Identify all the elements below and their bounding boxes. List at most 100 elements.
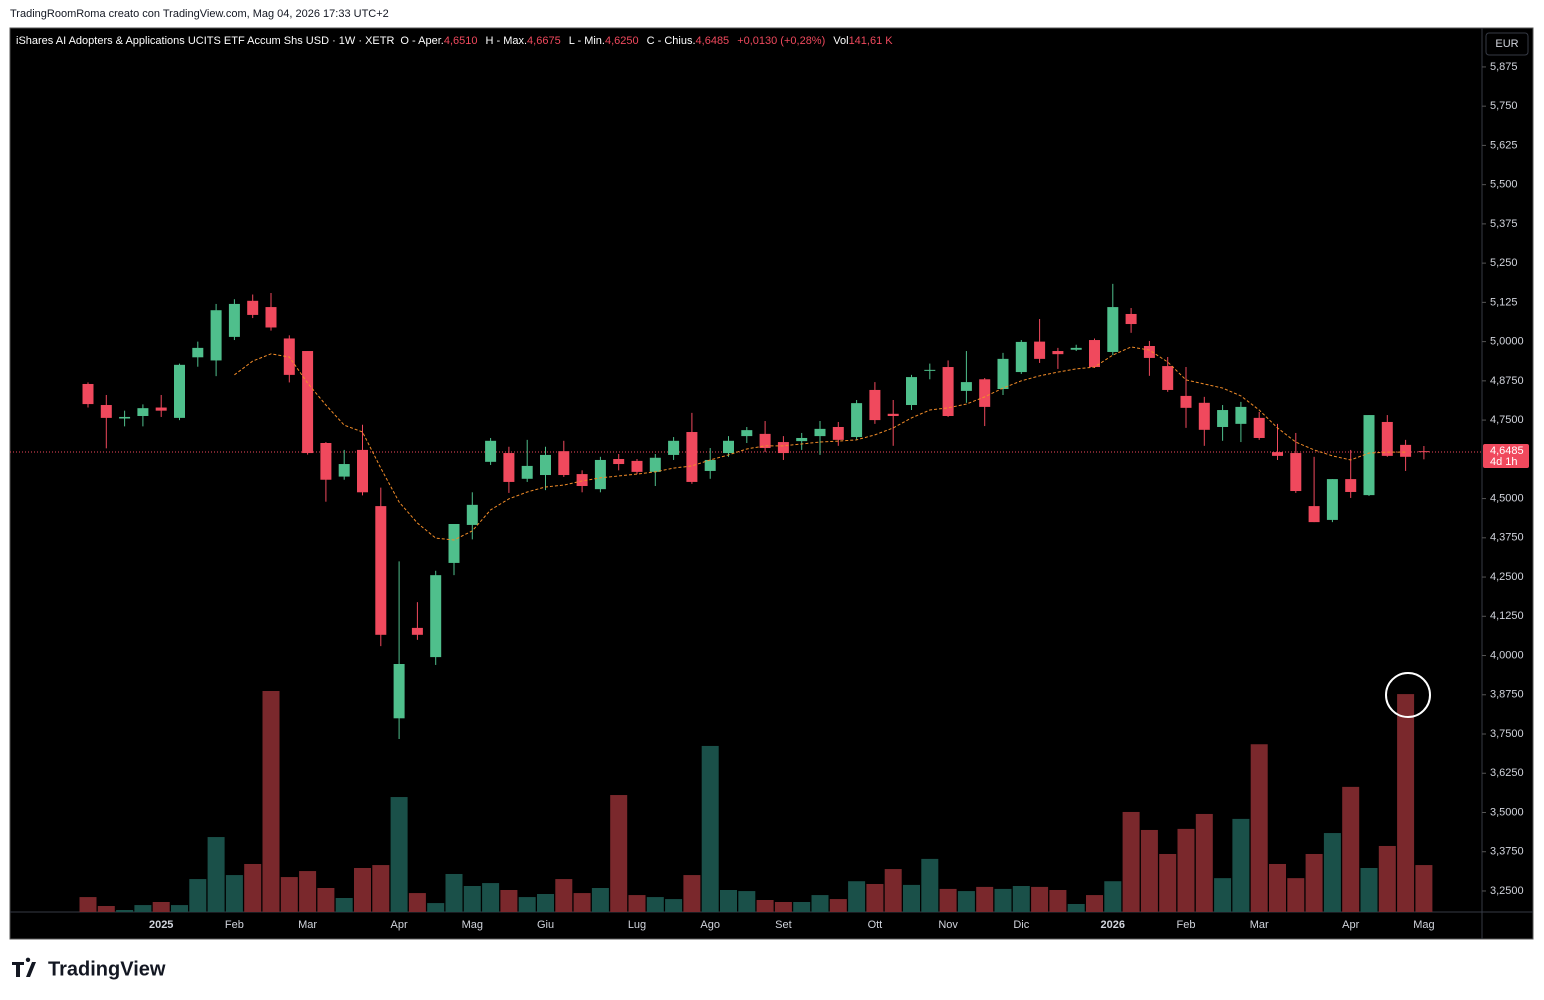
- volume-bar: [116, 909, 134, 912]
- candle-body: [1070, 347, 1082, 350]
- volume-bar: [189, 879, 207, 912]
- candle-body: [302, 351, 314, 454]
- volume-bar: [244, 863, 262, 912]
- candle-body: [594, 459, 606, 490]
- x-tick-label: Nov: [938, 919, 958, 931]
- x-tick-label: 2026: [1101, 919, 1125, 931]
- volume-bar: [1177, 828, 1195, 912]
- y-tick-label: 3,5000: [1490, 806, 1524, 818]
- candle-body: [723, 440, 734, 454]
- x-tick-label: Mar: [1250, 919, 1269, 931]
- volume-bar: [79, 897, 97, 912]
- volume-bar: [628, 895, 646, 912]
- y-tick-label: 5,250: [1490, 257, 1518, 269]
- y-tick-label: 5,875: [1490, 61, 1518, 73]
- volume-bar: [1086, 895, 1103, 912]
- candle-body: [997, 358, 1009, 390]
- volume-bar: [1397, 694, 1415, 912]
- candle-body: [1272, 452, 1283, 456]
- candle-body: [576, 474, 588, 487]
- volume-bar: [976, 886, 994, 912]
- chart-frame: [9, 27, 1534, 940]
- currency-box[interactable]: [1485, 32, 1529, 56]
- countdown: 4d 1h: [1490, 456, 1518, 468]
- volume-bar: [171, 905, 188, 912]
- candle-body: [1381, 421, 1393, 456]
- candle-body: [540, 454, 551, 476]
- volume-bar: [427, 903, 445, 912]
- y-tick-label: 4,8750: [1490, 375, 1524, 387]
- x-tick-label: Apr: [1342, 919, 1359, 931]
- highlight-circle: [1385, 672, 1431, 718]
- volume-bar: [482, 883, 500, 912]
- volume-bar: [591, 887, 609, 912]
- x-tick-label: Feb: [1177, 919, 1196, 931]
- high-value: 4,6675: [527, 35, 561, 47]
- volume-bar: [518, 897, 536, 912]
- volume-bar: [1415, 865, 1433, 912]
- candle-body: [631, 460, 643, 472]
- volume-bar: [939, 888, 957, 912]
- x-tick-label: Giu: [537, 919, 554, 931]
- candle-body: [1345, 479, 1357, 492]
- close-label: C - Chius.: [647, 35, 696, 47]
- volume-bar: [1305, 853, 1323, 912]
- x-tick-label: Lug: [628, 919, 646, 931]
- open-value: 4,6510: [444, 35, 478, 47]
- volume-bar: [1323, 833, 1341, 912]
- volume-bar: [1159, 853, 1177, 912]
- candle-body: [338, 464, 350, 477]
- y-tick-label: 3,7500: [1490, 728, 1524, 740]
- y-tick-label: 4,1250: [1490, 610, 1524, 622]
- candle-body: [192, 347, 204, 358]
- volume-bar: [573, 893, 591, 912]
- candle-body: [796, 437, 808, 442]
- y-tick-label: 4,3750: [1490, 532, 1524, 544]
- volume-bar: [500, 889, 518, 912]
- candle-body: [558, 451, 570, 476]
- candle-body: [1326, 479, 1338, 520]
- y-tick-label: 4,0000: [1490, 649, 1524, 661]
- close-value: 4,6485: [696, 35, 730, 47]
- y-tick-label: 4,7500: [1490, 414, 1524, 426]
- candle-body: [1107, 307, 1119, 352]
- y-tick-label: 3,2500: [1490, 885, 1524, 897]
- candle-body: [832, 426, 844, 440]
- candle-body: [1308, 506, 1320, 523]
- volume-bar: [134, 905, 152, 912]
- volume-bar: [1232, 818, 1250, 912]
- y-tick-label: 5,750: [1490, 100, 1518, 112]
- currency: EUR: [1495, 38, 1518, 50]
- volume-bar: [903, 884, 920, 912]
- candle-body: [155, 407, 167, 411]
- volume-bar: [1378, 845, 1396, 912]
- candle-body: [393, 664, 405, 719]
- y-tick-label: 3,3750: [1490, 846, 1524, 858]
- candle-body: [411, 627, 423, 635]
- volume-bar: [774, 901, 792, 912]
- candle-body: [1089, 340, 1100, 368]
- volume-bar: [207, 837, 225, 912]
- volume-bar: [1012, 885, 1030, 912]
- volume-bar: [793, 901, 811, 912]
- low-label: L - Min.: [569, 35, 605, 47]
- x-tick-label: Dic: [1013, 919, 1029, 931]
- candle-body: [1125, 313, 1137, 325]
- x-tick-label: Ott: [868, 919, 883, 931]
- candle-body: [1253, 417, 1265, 438]
- candle-body: [1180, 395, 1192, 408]
- candle-body: [942, 367, 954, 417]
- high-label: H - Max.: [485, 35, 527, 47]
- volume-bar: [848, 881, 866, 912]
- volume-bar: [1031, 886, 1049, 912]
- logo-mark: [12, 957, 36, 977]
- candle-body: [503, 453, 515, 482]
- volume-bar: [665, 899, 683, 912]
- volume-bar: [299, 871, 317, 912]
- candle-body: [851, 403, 863, 438]
- volume-bar: [408, 893, 426, 912]
- volume-bar: [884, 869, 902, 912]
- volume-bar: [756, 899, 774, 912]
- candle-body: [357, 449, 368, 493]
- volume-bar: [1122, 811, 1140, 912]
